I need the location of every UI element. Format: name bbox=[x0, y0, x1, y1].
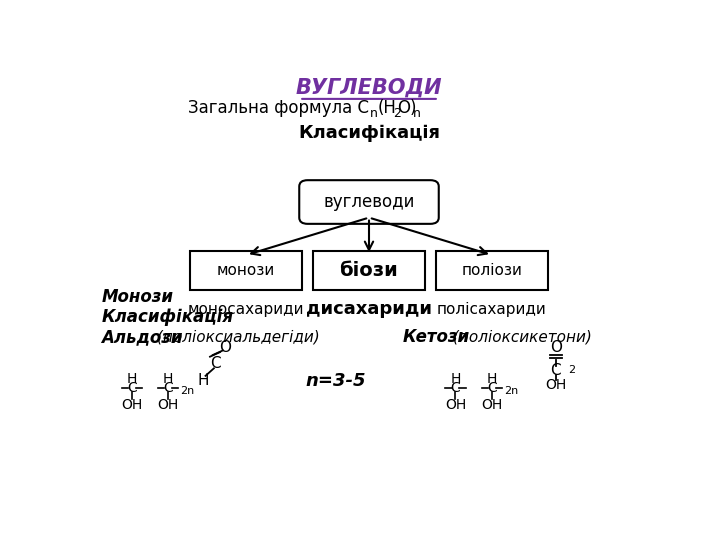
Text: H: H bbox=[487, 372, 497, 386]
FancyBboxPatch shape bbox=[313, 251, 425, 291]
Text: (поліоксикетони): (поліоксикетони) bbox=[449, 329, 592, 345]
Text: H: H bbox=[127, 372, 137, 386]
Text: n=3-5: n=3-5 bbox=[305, 372, 366, 390]
Text: (H: (H bbox=[378, 99, 397, 118]
Text: n: n bbox=[413, 107, 420, 120]
Text: C: C bbox=[451, 381, 460, 395]
Text: 2: 2 bbox=[394, 107, 402, 120]
Text: OH: OH bbox=[121, 398, 143, 412]
Text: n: n bbox=[370, 107, 378, 120]
Text: монози: монози bbox=[217, 263, 275, 278]
Text: OH: OH bbox=[158, 398, 179, 412]
Text: H: H bbox=[450, 372, 461, 386]
Text: Альдози: Альдози bbox=[101, 328, 183, 346]
FancyBboxPatch shape bbox=[436, 251, 547, 291]
Text: O: O bbox=[220, 340, 232, 355]
Text: моносахариди: моносахариди bbox=[188, 301, 305, 316]
FancyBboxPatch shape bbox=[190, 251, 302, 291]
Text: Загальна формула C: Загальна формула C bbox=[188, 99, 369, 118]
Text: Класифікація: Класифікація bbox=[101, 308, 233, 326]
Text: C: C bbox=[127, 381, 137, 395]
Text: OH: OH bbox=[481, 398, 503, 412]
Text: H: H bbox=[197, 373, 209, 388]
Text: біози: біози bbox=[340, 261, 398, 280]
Text: Класифікація: Класифікація bbox=[298, 124, 440, 143]
Text: O): O) bbox=[397, 99, 416, 118]
Text: (поліоксиальдегіди): (поліоксиальдегіди) bbox=[153, 329, 320, 345]
Text: H: H bbox=[163, 372, 174, 386]
Text: C: C bbox=[551, 363, 562, 378]
Text: вуглеводи: вуглеводи bbox=[323, 193, 415, 211]
Text: полісахариди: полісахариди bbox=[437, 301, 546, 316]
Text: OH: OH bbox=[545, 378, 567, 392]
Text: 2n: 2n bbox=[181, 386, 194, 396]
Text: C: C bbox=[487, 381, 497, 395]
Text: O: O bbox=[550, 340, 562, 355]
Text: OH: OH bbox=[445, 398, 466, 412]
Text: Кетози: Кетози bbox=[402, 328, 469, 346]
Text: 2n: 2n bbox=[504, 386, 518, 396]
Text: 2: 2 bbox=[568, 366, 575, 375]
Text: Монози: Монози bbox=[101, 288, 173, 306]
Text: C: C bbox=[210, 356, 221, 371]
Text: дисахариди: дисахариди bbox=[306, 300, 432, 318]
FancyBboxPatch shape bbox=[300, 180, 438, 224]
Text: поліози: поліози bbox=[462, 263, 522, 278]
Text: ВУГЛЕВОДИ: ВУГЛЕВОДИ bbox=[296, 78, 442, 98]
Text: C: C bbox=[163, 381, 173, 395]
